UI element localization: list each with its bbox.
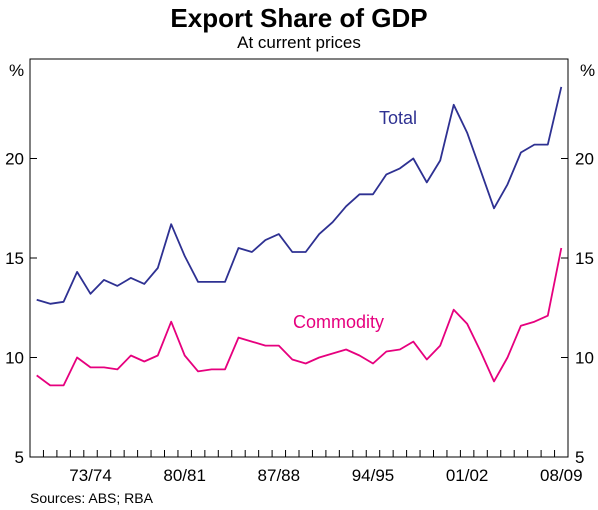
y-tick-label-right: 5 [575,448,584,467]
y-tick-label-left: 5 [15,448,24,467]
y-tick-label-left: 15 [5,249,24,268]
y-axis-unit-right: % [580,61,595,80]
series-label-total: Total [379,108,417,128]
chart-subtitle: At current prices [237,33,361,52]
x-tick-label: 01/02 [446,466,489,485]
x-tick-label: 87/88 [258,466,301,485]
y-tick-label-left: 20 [5,150,24,169]
series-label-commodity: Commodity [293,312,384,332]
series-line-total [36,86,563,305]
y-tick-label-right: 20 [575,150,594,169]
y-axis-unit-left: % [9,61,24,80]
series-line-commodity [36,247,563,387]
y-tick-label-right: 10 [575,349,594,368]
y-tick-label-left: 10 [5,349,24,368]
chart-title: Export Share of GDP [170,3,428,33]
plot-frame [29,58,569,458]
x-tick-label: 08/09 [540,466,583,485]
y-tick-label-right: 15 [575,249,594,268]
x-tick-label: 94/95 [352,466,395,485]
x-tick-label: 73/74 [69,466,112,485]
source-note: Sources: ABS; RBA [30,490,153,506]
x-tick-label: 80/81 [163,466,206,485]
